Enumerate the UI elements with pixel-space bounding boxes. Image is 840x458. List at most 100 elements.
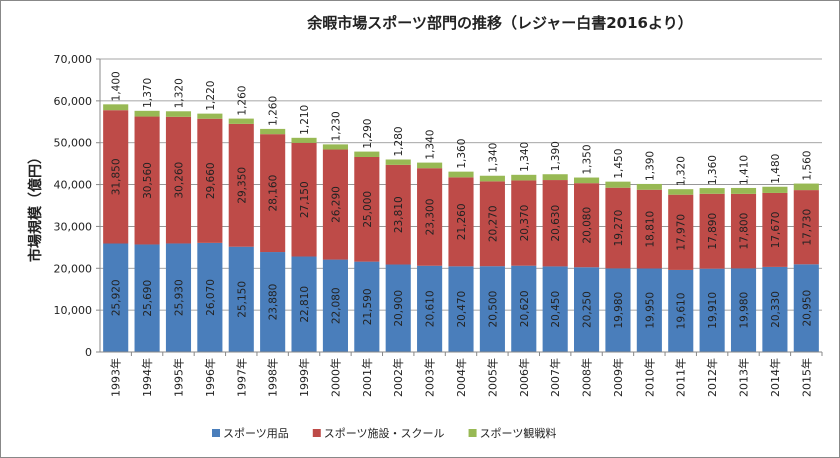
bar-segment — [417, 168, 443, 266]
bar-segment — [668, 189, 694, 195]
bar-segment — [730, 187, 757, 194]
y-tick-label: 20,000 — [54, 262, 93, 275]
value-label: 1,390 — [550, 141, 562, 171]
value-label: 1,230 — [330, 111, 342, 141]
value-label: 1,480 — [770, 154, 782, 184]
bar-segment — [511, 174, 537, 181]
bar-segment — [762, 186, 788, 193]
value-label: 25,920 — [111, 279, 123, 316]
bar-segment — [228, 118, 254, 124]
bar-segment — [699, 193, 725, 269]
y-tick-label: 30,000 — [54, 220, 93, 233]
x-tick-label: 2008年 — [580, 358, 594, 397]
value-label: 29,660 — [205, 162, 217, 199]
bar-segment — [542, 180, 568, 267]
bar-segment — [322, 259, 348, 352]
value-label: 26,070 — [205, 279, 217, 316]
bar-segment — [448, 171, 474, 178]
bar-segment — [385, 264, 411, 352]
bar-segment — [699, 268, 725, 352]
value-label: 1,210 — [299, 105, 311, 135]
value-label: 1,350 — [582, 144, 594, 174]
value-label: 25,930 — [173, 279, 185, 316]
x-tick-label: 2013年 — [737, 358, 751, 397]
value-label: 1,340 — [487, 143, 499, 173]
legend-label: スポーツ施設・スクール — [324, 426, 445, 440]
bar-segment — [511, 180, 537, 266]
bar-segment — [730, 193, 757, 269]
bar-segment — [668, 269, 694, 352]
bar-segment — [605, 181, 631, 188]
value-label: 19,950 — [644, 292, 656, 329]
value-label: 1,340 — [425, 130, 437, 160]
x-tick-label: 2001年 — [360, 358, 374, 397]
x-tick-label: 1999年 — [297, 358, 311, 397]
bar-segment — [291, 142, 317, 257]
legend-swatch — [468, 429, 477, 437]
bar-segment — [448, 266, 474, 352]
bar-segment — [668, 194, 694, 270]
value-label: 1,220 — [205, 81, 217, 111]
value-label: 27,150 — [299, 181, 311, 218]
bar-segment — [762, 266, 788, 352]
value-label: 26,290 — [330, 186, 342, 223]
bar-segment — [134, 116, 160, 245]
x-tick-label: 2011年 — [674, 358, 688, 397]
bar-segment — [385, 159, 411, 165]
value-label: 29,350 — [236, 167, 248, 204]
x-tick-label: 2009年 — [611, 358, 625, 397]
bar-segment — [197, 118, 223, 243]
bar-segment — [228, 123, 254, 247]
value-label: 17,800 — [739, 213, 751, 250]
bar-segment — [291, 256, 317, 352]
bar-segment — [291, 137, 317, 143]
value-label: 19,270 — [613, 210, 625, 247]
bar-segment — [542, 266, 568, 352]
value-label: 21,260 — [456, 203, 468, 240]
value-label: 25,690 — [142, 280, 154, 317]
bar-segment — [354, 151, 380, 157]
x-tick-label: 1998年 — [266, 358, 280, 397]
y-tick-label: 0 — [85, 346, 92, 359]
bar-segment — [636, 189, 662, 269]
bar-segment — [479, 175, 505, 182]
value-label: 1,410 — [739, 155, 751, 185]
value-label: 28,160 — [268, 175, 280, 212]
x-tick-label: 1994年 — [140, 358, 154, 397]
value-label: 1,260 — [268, 96, 280, 126]
x-tick-label: 2014年 — [768, 358, 782, 397]
x-tick-label: 2002年 — [391, 358, 405, 397]
value-label: 1,390 — [644, 151, 656, 181]
value-label: 20,330 — [770, 291, 782, 328]
value-label: 17,970 — [676, 214, 688, 251]
y-tick-label: 10,000 — [54, 304, 93, 317]
value-label: 19,910 — [707, 292, 719, 329]
bar-segment — [605, 187, 631, 269]
bar-segment — [479, 266, 505, 352]
value-label: 1,290 — [362, 119, 374, 149]
value-label: 1,320 — [173, 78, 185, 108]
value-label: 20,450 — [550, 291, 562, 328]
bar-segment — [165, 111, 192, 117]
value-label: 1,280 — [393, 126, 405, 156]
value-label: 19,980 — [613, 292, 625, 329]
x-tick-label: 2004年 — [454, 358, 468, 397]
legend-label: スポーツ観戦料 — [480, 426, 557, 440]
y-tick-label: 60,000 — [54, 95, 93, 108]
bar-segment — [260, 128, 286, 135]
value-label: 19,980 — [739, 292, 751, 329]
value-label: 1,560 — [801, 151, 813, 181]
value-label: 20,610 — [425, 290, 437, 327]
y-tick-label: 70,000 — [54, 53, 93, 66]
bar-segment — [574, 177, 600, 184]
bar-segment — [228, 246, 254, 352]
x-tick-label: 1997年 — [234, 358, 248, 397]
bar-segment — [448, 177, 474, 267]
bar-segment — [134, 110, 160, 117]
bar-segment — [165, 116, 192, 244]
bar-segment — [103, 110, 129, 244]
value-label: 17,730 — [801, 209, 813, 246]
x-tick-label: 2000年 — [328, 358, 342, 397]
value-label: 20,250 — [582, 291, 594, 328]
bar-segment — [511, 265, 537, 352]
